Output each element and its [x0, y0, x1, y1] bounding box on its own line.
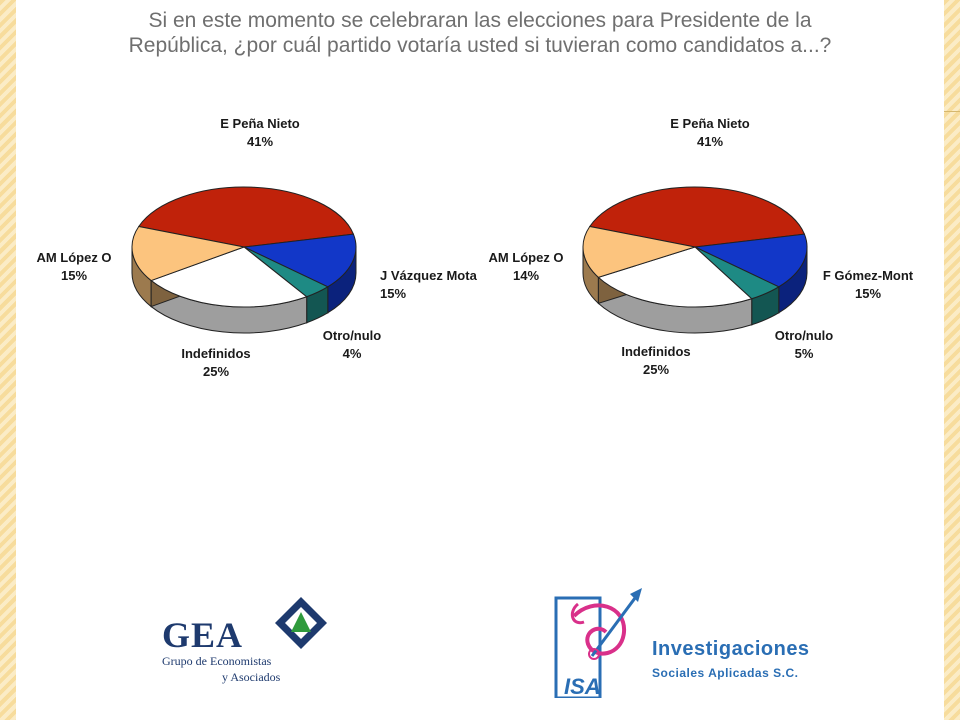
pie-chart-1: E Peña Nieto 41% J Vázquez Mota 15% Otro/nul…: [36, 116, 477, 379]
isa-emblem-icon: ISA: [554, 588, 642, 698]
title-line-1: Si en este momento se celebraran las ele…: [148, 9, 812, 32]
pie2-slice-4: [582, 225, 696, 278]
isa-logo: ISA Investigaciones Sociales Aplicadas S…: [554, 586, 834, 698]
margin-rule: [944, 111, 960, 112]
isa-name-line-1: Investigaciones: [652, 638, 810, 660]
pie1-slice-1: [242, 233, 357, 288]
pie2-value-0: 41%: [697, 134, 723, 149]
pie1-value-4: 15%: [61, 268, 87, 283]
slide-title: Si en este momento se celebraran las ele…: [46, 8, 914, 58]
pie1-value-2: 4%: [343, 346, 362, 361]
pie1-slice-3: [150, 246, 308, 308]
left-border-stripe: [0, 0, 16, 720]
svg-text:ISA: ISA: [564, 674, 601, 698]
pie2-label-1: F Gómez-Mont: [823, 268, 914, 283]
pie1-value-1: 15%: [380, 286, 406, 301]
pie-chart-2: E Peña Nieto 41% F Gómez-Mont 15% Otro/nulo 5…: [488, 116, 913, 377]
slide: Si en este momento se celebraran las ele…: [16, 0, 944, 720]
pie1-label-4: AM López O: [36, 250, 111, 265]
title-line-2: República, ¿por cuál partido votaría ust…: [128, 34, 832, 57]
pie2-slice-3: [597, 246, 753, 308]
pie1-value-3: 25%: [203, 364, 229, 379]
pie2-value-3: 25%: [643, 362, 669, 377]
pie2-slice-0: [588, 186, 806, 248]
pie2-value-4: 14%: [513, 268, 539, 283]
pie1-label-1: J Vázquez Mota: [380, 268, 478, 283]
pie2-label-3: Indefinidos: [621, 344, 690, 359]
gea-logo: GEA Grupo de Economistas y Asociados: [162, 596, 342, 688]
pie1-slice-0: [137, 186, 355, 248]
pie1-value-0: 41%: [247, 134, 273, 149]
pie2-label-2: Otro/nulo: [775, 328, 834, 343]
pie1-slice-4: [131, 225, 246, 282]
pie2-value-1: 15%: [855, 286, 881, 301]
gea-subtitle-2: y Asociados: [222, 670, 281, 684]
gea-wordmark: GEA: [162, 615, 244, 655]
pie2-value-2: 5%: [795, 346, 814, 361]
pie2-label-4: AM López O: [488, 250, 563, 265]
pie1-label-0: E Peña Nieto: [220, 116, 300, 131]
pie1-label-3: Indefinidos: [181, 346, 250, 361]
right-border-stripe: [944, 0, 960, 720]
gea-subtitle-1: Grupo de Economistas: [162, 654, 272, 668]
pie1-label-2: Otro/nulo: [323, 328, 382, 343]
gea-emblem-icon: [275, 597, 327, 649]
isa-name-line-2: Sociales Aplicadas S.C.: [652, 666, 799, 680]
pie2-slice-1: [693, 233, 808, 288]
pie-charts: E Peña Nieto 41% J Vázquez Mota 15% Otro/nul…: [36, 116, 913, 379]
pie2-label-0: E Peña Nieto: [670, 116, 750, 131]
